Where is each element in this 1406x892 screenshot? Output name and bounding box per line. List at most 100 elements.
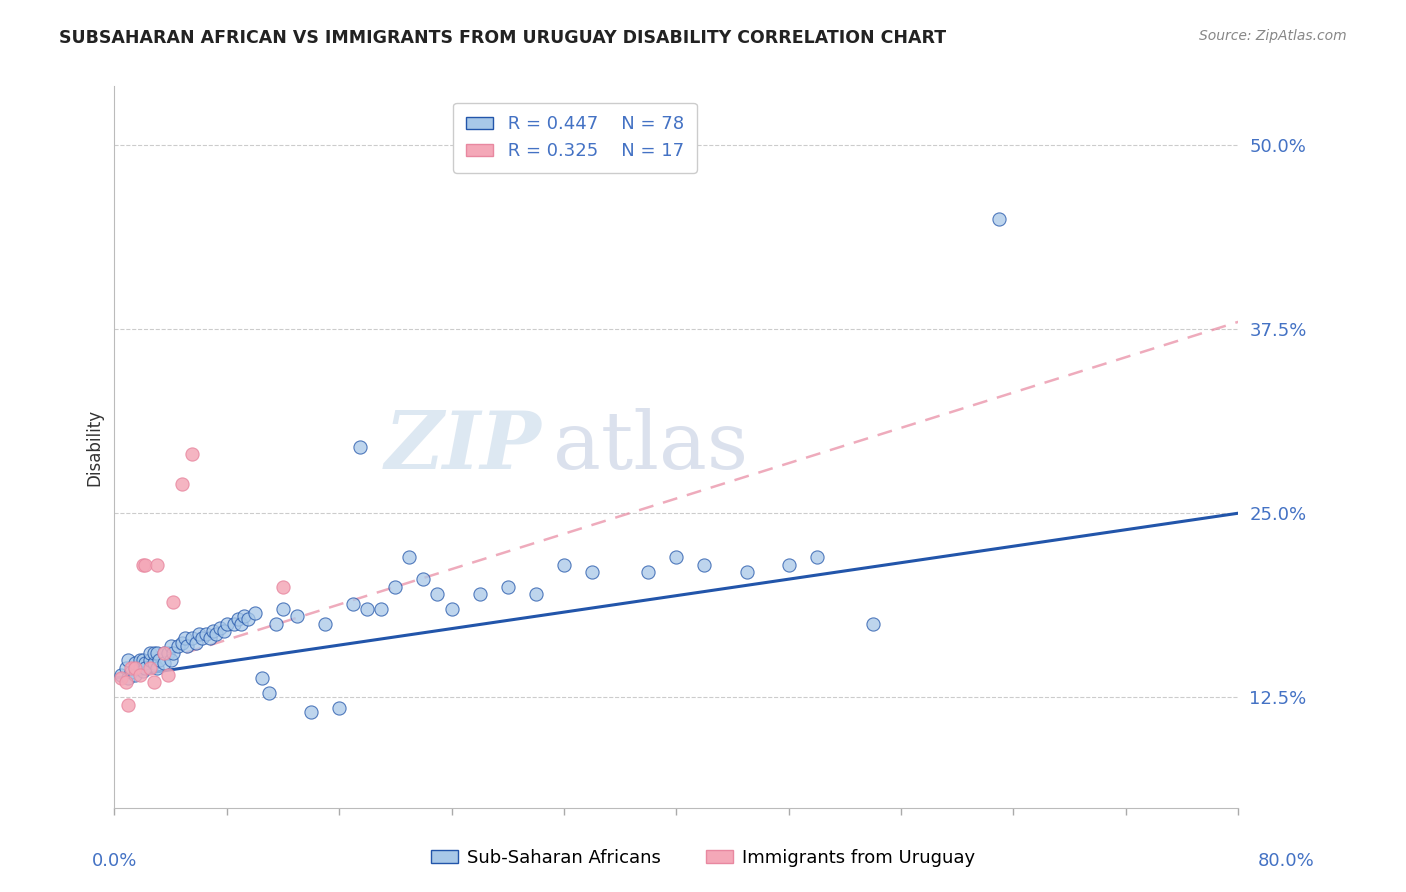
Point <box>194 627 217 641</box>
Point <box>117 653 139 667</box>
Point <box>440 602 463 616</box>
Point <box>581 565 603 579</box>
Point <box>299 705 322 719</box>
Point <box>124 668 146 682</box>
Point <box>243 607 266 621</box>
Point <box>134 558 156 572</box>
Y-axis label: Disability: Disability <box>86 409 103 485</box>
Point <box>236 612 259 626</box>
Point <box>862 616 884 631</box>
Text: Source: ZipAtlas.com: Source: ZipAtlas.com <box>1199 29 1347 43</box>
Point <box>159 653 181 667</box>
Point <box>328 700 350 714</box>
Point <box>524 587 547 601</box>
Point <box>735 565 758 579</box>
Point <box>412 573 434 587</box>
Point <box>138 646 160 660</box>
Point <box>138 661 160 675</box>
Point <box>180 632 202 646</box>
Point <box>131 653 153 667</box>
Text: atlas: atlas <box>553 408 748 486</box>
Point <box>152 657 174 671</box>
Point <box>156 668 179 682</box>
Point <box>778 558 800 572</box>
Point <box>806 550 828 565</box>
Point <box>134 657 156 671</box>
Point <box>142 675 165 690</box>
Point <box>138 653 160 667</box>
Point <box>264 616 287 631</box>
Point <box>120 661 142 675</box>
Point <box>134 661 156 675</box>
Point <box>110 671 132 685</box>
Point <box>229 616 252 631</box>
Point <box>398 550 420 565</box>
Point <box>142 646 165 660</box>
Point <box>124 657 146 671</box>
Point <box>384 580 406 594</box>
Point <box>159 639 181 653</box>
Point <box>208 621 231 635</box>
Point <box>152 646 174 660</box>
Point <box>128 668 150 682</box>
Text: ZIP: ZIP <box>385 409 541 486</box>
Point <box>124 661 146 675</box>
Point <box>145 661 167 675</box>
Point <box>131 664 153 678</box>
Point <box>693 558 716 572</box>
Point <box>201 624 224 638</box>
Point <box>222 616 245 631</box>
Text: 80.0%: 80.0% <box>1258 852 1315 870</box>
Point <box>142 657 165 671</box>
Point <box>370 602 392 616</box>
Point <box>271 602 294 616</box>
Point <box>190 632 212 646</box>
Point <box>114 675 136 690</box>
Point <box>145 646 167 660</box>
Text: 0.0%: 0.0% <box>91 852 136 870</box>
Point <box>232 609 254 624</box>
Point <box>152 646 174 660</box>
Point <box>110 668 132 682</box>
Point <box>271 580 294 594</box>
Point <box>128 653 150 667</box>
Point <box>162 646 184 660</box>
Point <box>131 558 153 572</box>
Point <box>117 698 139 712</box>
Text: SUBSAHARAN AFRICAN VS IMMIGRANTS FROM URUGUAY DISABILITY CORRELATION CHART: SUBSAHARAN AFRICAN VS IMMIGRANTS FROM UR… <box>59 29 946 46</box>
Point <box>988 211 1011 226</box>
Point <box>285 609 308 624</box>
Point <box>250 671 273 685</box>
Point <box>114 661 136 675</box>
Point <box>426 587 449 601</box>
Point <box>173 632 195 646</box>
Point <box>665 550 688 565</box>
Point <box>180 447 202 461</box>
Point <box>349 440 371 454</box>
Point <box>166 639 188 653</box>
Point <box>212 624 235 638</box>
Point <box>314 616 336 631</box>
Point <box>342 598 364 612</box>
Legend: Sub-Saharan Africans, Immigrants from Uruguay: Sub-Saharan Africans, Immigrants from Ur… <box>423 842 983 874</box>
Point <box>145 558 167 572</box>
Point <box>120 665 142 680</box>
Point <box>162 594 184 608</box>
Point <box>356 602 378 616</box>
Point <box>204 627 226 641</box>
Point <box>156 646 179 660</box>
Point <box>148 653 170 667</box>
Point <box>187 627 209 641</box>
Point <box>184 636 207 650</box>
Point <box>468 587 491 601</box>
Point <box>215 616 238 631</box>
Point <box>637 565 659 579</box>
Point <box>128 661 150 675</box>
Point <box>198 632 221 646</box>
Point <box>170 476 193 491</box>
Point <box>176 639 198 653</box>
Legend:  R = 0.447    N = 78,  R = 0.325    N = 17: R = 0.447 N = 78, R = 0.325 N = 17 <box>453 103 697 173</box>
Point <box>117 671 139 685</box>
Point <box>226 612 249 626</box>
Point <box>257 686 280 700</box>
